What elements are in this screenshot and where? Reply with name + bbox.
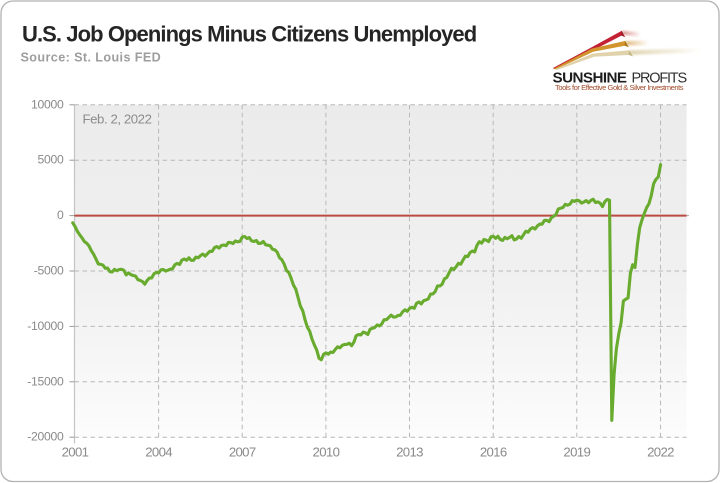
svg-text:-5000: -5000 [34,264,64,278]
svg-text:Feb. 2, 2022: Feb. 2, 2022 [83,112,152,127]
svg-text:Source: St. Louis FED: Source: St. Louis FED [21,51,162,65]
svg-text:2013: 2013 [396,445,423,460]
svg-text:2019: 2019 [563,445,590,460]
svg-text:0: 0 [57,208,64,222]
svg-text:10000: 10000 [31,97,64,111]
svg-text:2001: 2001 [62,445,89,460]
svg-text:SUNSHINE: SUNSHINE [553,70,627,87]
svg-text:2016: 2016 [480,445,507,460]
svg-text:PROFITS: PROFITS [632,71,687,87]
svg-text:-20000: -20000 [27,430,64,444]
svg-text:-15000: -15000 [27,374,64,388]
svg-text:2022: 2022 [647,445,674,460]
svg-text:-10000: -10000 [27,319,64,333]
svg-text:5000: 5000 [38,153,64,167]
svg-text:2007: 2007 [229,445,256,460]
svg-text:U.S. Job Openings Minus Citize: U.S. Job Openings Minus Citizens Unemplo… [22,22,476,47]
svg-text:Tools for Effective Gold & Sil: Tools for Effective Gold & Silver Invest… [555,83,684,92]
svg-text:2004: 2004 [145,445,172,460]
svg-text:2010: 2010 [313,445,340,460]
